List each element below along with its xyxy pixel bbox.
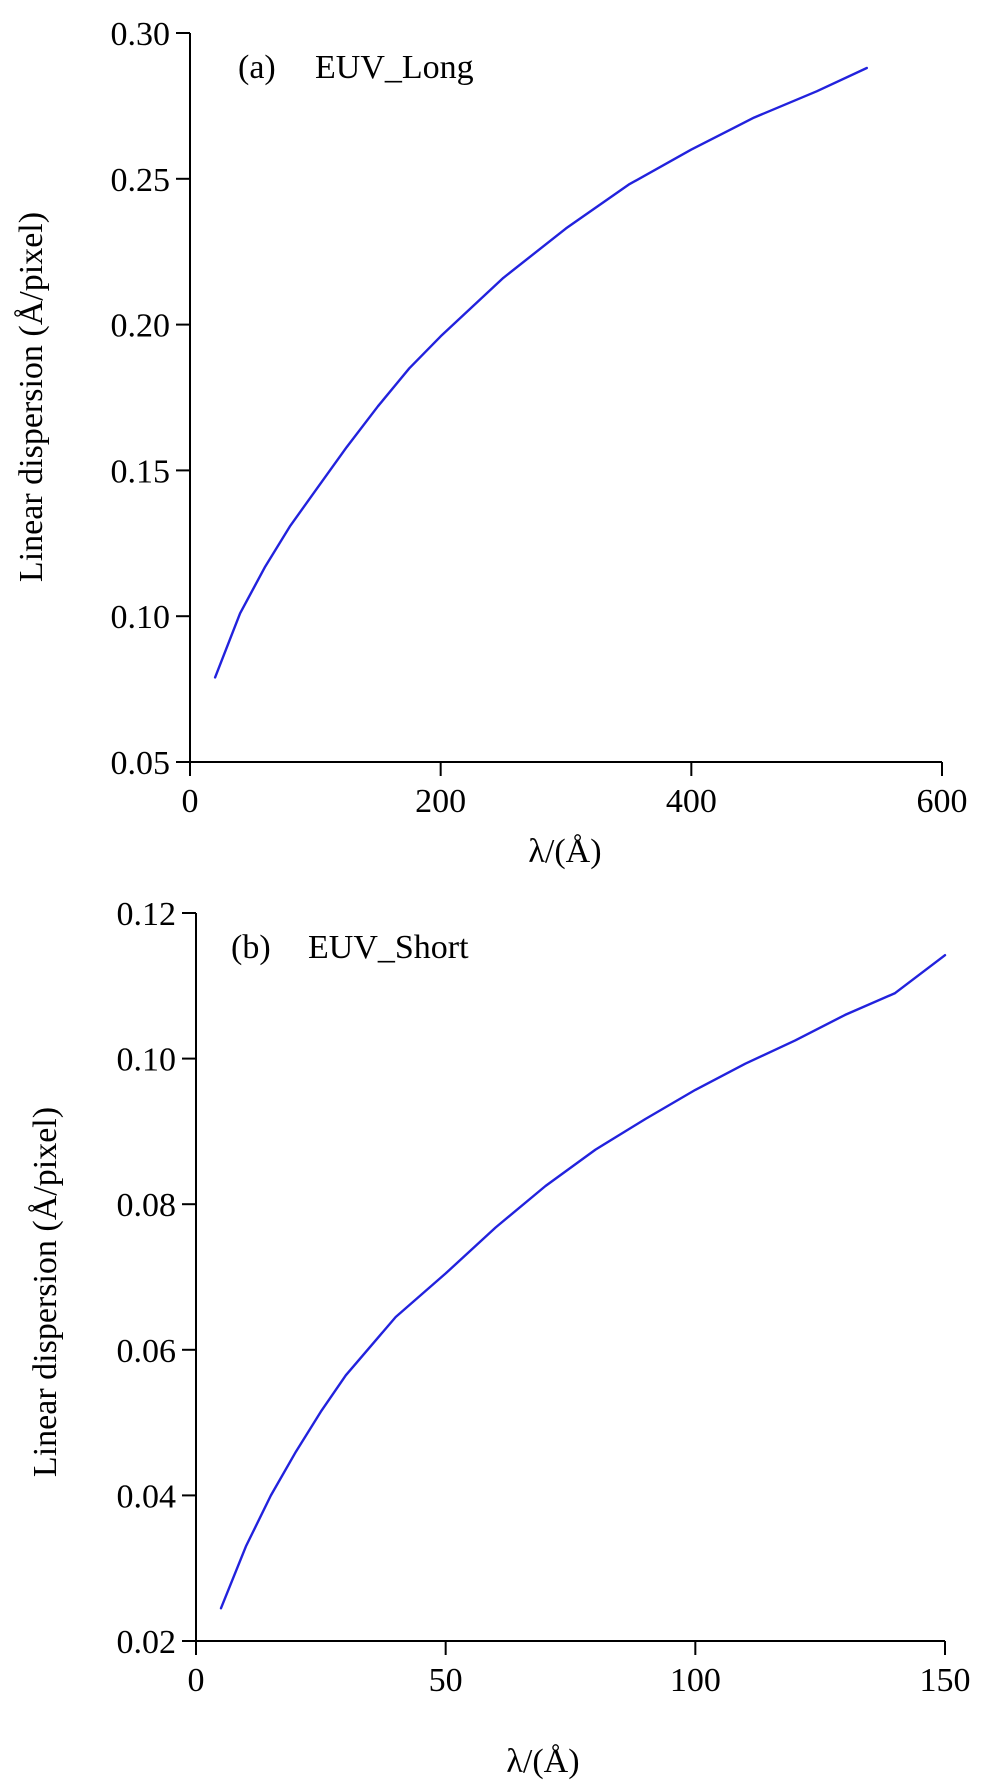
x-tick-label-b: 50 xyxy=(429,1662,463,1699)
y-tick-label-a: 0.20 xyxy=(111,308,171,345)
y-tick-label-b: 0.08 xyxy=(117,1187,177,1224)
panel-label-a: (a) xyxy=(238,49,276,86)
y-tick-label-b: 0.06 xyxy=(117,1333,177,1370)
y-tick-label-a: 0.30 xyxy=(111,16,171,53)
x-tick-label-a: 0 xyxy=(182,783,199,820)
chart-title-b: EUV_Short xyxy=(308,929,469,966)
y-tick-label-a: 0.25 xyxy=(111,162,171,199)
chart-panel-a: (a) EUV_Long λ/(Å) Linear dispersion (Å/… xyxy=(13,16,968,870)
series-line-a xyxy=(213,66,868,679)
y-tick-label-b: 0.10 xyxy=(117,1042,177,1079)
chart-panel-b: (b) EUV_Short λ/(Å) Linear dispersion (Å… xyxy=(27,896,971,1780)
x-tick-label-b: 100 xyxy=(670,1662,721,1699)
y-tick-label-b: 0.12 xyxy=(117,896,177,933)
x-axis-label-a: λ/(Å) xyxy=(528,833,601,870)
y-axis-label-a: Linear dispersion (Å/pixel) xyxy=(13,212,50,582)
x-axis-label-b: λ/(Å) xyxy=(506,1743,579,1780)
y-tick-label-a: 0.10 xyxy=(111,599,171,636)
x-tick-label-a: 600 xyxy=(917,783,968,820)
panel-label-b: (b) xyxy=(231,929,271,966)
y-tick-label-b: 0.04 xyxy=(117,1478,177,1515)
x-tick-label-a: 200 xyxy=(415,783,466,820)
y-tick-label-a: 0.15 xyxy=(111,453,171,490)
y-tick-label-b: 0.02 xyxy=(117,1624,177,1661)
chart-title-a: EUV_Long xyxy=(315,49,474,86)
y-axis-label-b: Linear dispersion (Å/pixel) xyxy=(27,1107,64,1477)
y-tick-label-a: 0.05 xyxy=(111,745,171,782)
x-tick-label-a: 400 xyxy=(666,783,717,820)
x-tick-label-b: 150 xyxy=(920,1662,971,1699)
x-tick-label-b: 0 xyxy=(188,1662,205,1699)
series-line-b xyxy=(219,954,947,1610)
